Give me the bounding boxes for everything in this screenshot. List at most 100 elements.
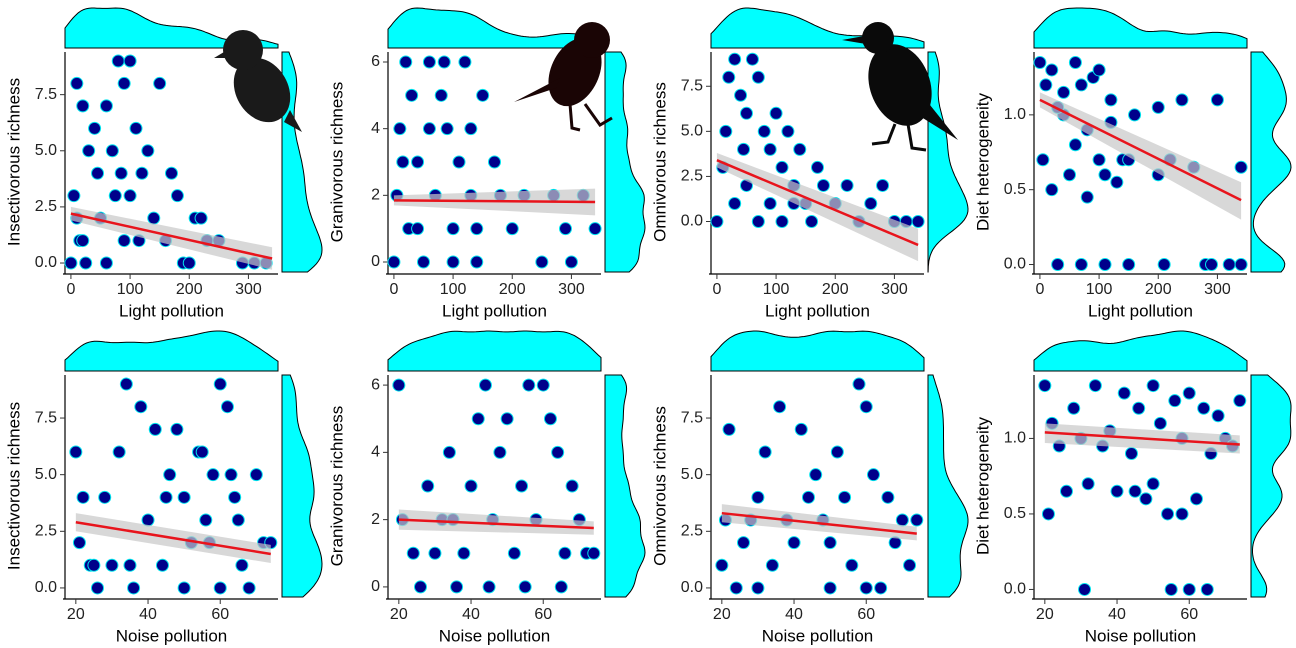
x-tick-label: 60	[1180, 606, 1198, 623]
point	[235, 558, 249, 572]
point	[123, 558, 137, 572]
point	[1074, 78, 1088, 92]
point	[87, 558, 101, 572]
point	[559, 222, 572, 236]
point	[536, 378, 550, 392]
point	[1139, 492, 1153, 506]
point	[840, 178, 854, 192]
x-axis-title: Light pollution	[119, 301, 224, 320]
point	[399, 55, 413, 69]
x-axis-title: Noise pollution	[1085, 626, 1197, 645]
point	[809, 468, 823, 482]
y-axis-title: Granivorous richness	[327, 406, 346, 567]
y-marginal-density	[604, 51, 646, 273]
x-tick-label: 40	[1108, 606, 1126, 623]
fit-line	[721, 511, 917, 535]
point	[91, 166, 105, 180]
point	[1146, 379, 1160, 393]
point	[1146, 477, 1160, 491]
point	[1057, 85, 1071, 99]
point	[99, 256, 113, 270]
point	[1074, 258, 1088, 272]
y-tick-label: 6	[371, 376, 380, 393]
point	[522, 378, 536, 392]
x-tick-label: 100	[763, 281, 790, 298]
y-tick-label: 5.0	[681, 123, 703, 140]
x-axis-title: Light pollution	[765, 301, 870, 320]
point	[1036, 153, 1050, 167]
point	[845, 558, 859, 572]
y-tick-label: 1.0	[1004, 106, 1026, 123]
y-axis-title: Insectivorous richness	[4, 78, 23, 246]
point	[213, 581, 227, 595]
point	[874, 581, 888, 595]
point	[117, 234, 131, 248]
confidence-band	[1039, 92, 1242, 220]
y-tick-label: 0.0	[1004, 256, 1026, 273]
point	[70, 76, 84, 90]
point	[823, 536, 837, 550]
point	[134, 400, 148, 414]
point	[763, 196, 777, 210]
x-tick-label: 40	[785, 606, 803, 623]
x-marginal-density	[1033, 330, 1248, 372]
point	[588, 222, 602, 236]
point	[864, 196, 878, 210]
point	[119, 377, 133, 391]
point	[728, 52, 742, 66]
fit-line	[1039, 98, 1242, 202]
x-tick-label: 200	[1145, 281, 1172, 298]
point	[838, 490, 852, 504]
y-tick-label: 2	[371, 187, 380, 204]
point	[1080, 190, 1094, 204]
y-marginal-density	[281, 374, 323, 598]
y-tick-label: 5.0	[35, 466, 57, 483]
point	[745, 52, 759, 66]
point	[518, 580, 532, 594]
point	[773, 400, 787, 414]
point	[565, 479, 579, 493]
fit-line	[75, 521, 271, 556]
x-tick-label: 100	[440, 281, 467, 298]
point	[123, 54, 137, 68]
point	[876, 178, 890, 192]
point	[903, 558, 917, 572]
point	[1033, 55, 1047, 69]
point	[758, 445, 772, 459]
point	[147, 211, 161, 225]
point	[421, 479, 435, 493]
point	[457, 546, 471, 560]
point	[69, 445, 83, 459]
point	[859, 581, 873, 595]
point	[1153, 416, 1167, 430]
point	[1081, 477, 1095, 491]
point	[551, 445, 565, 459]
point	[434, 88, 448, 102]
point	[199, 513, 213, 527]
point	[1210, 93, 1224, 107]
point	[153, 76, 167, 90]
point	[1078, 582, 1092, 596]
point	[405, 88, 419, 102]
point	[446, 255, 460, 269]
fit-line	[1044, 431, 1240, 446]
x-tick-label: 300	[558, 281, 585, 298]
point	[1110, 175, 1124, 189]
point	[177, 490, 191, 504]
y-tick-label: 0.5	[1004, 181, 1026, 198]
y-marginal-density	[1250, 51, 1292, 273]
point	[852, 377, 866, 391]
x-tick-label: 0	[1035, 281, 1044, 298]
x-axis-title: Light pollution	[442, 301, 547, 320]
point	[476, 88, 490, 102]
point	[751, 581, 765, 595]
y-axis-title: Insectivorous richness	[4, 402, 23, 570]
point	[1189, 492, 1203, 506]
point	[177, 581, 191, 595]
point	[1068, 138, 1082, 152]
y-marginal-density	[927, 374, 969, 598]
point	[393, 122, 407, 136]
point	[505, 222, 519, 236]
point	[396, 155, 410, 169]
